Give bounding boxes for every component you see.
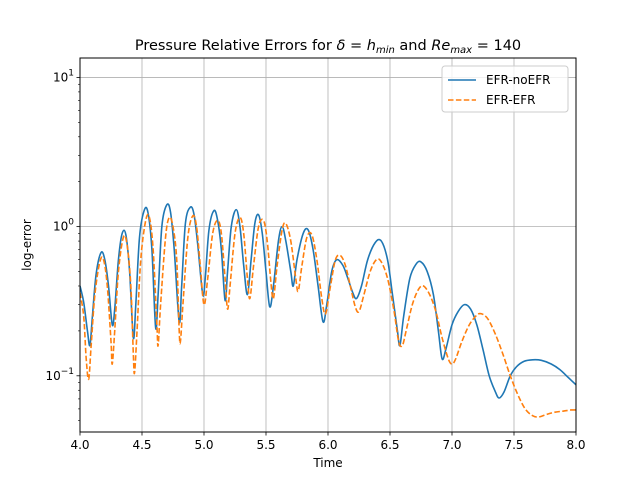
- title-re-subscript: max: [450, 45, 472, 56]
- x-tick-label: 6.0: [318, 438, 337, 452]
- x-tick-label: 4.0: [70, 438, 89, 452]
- x-tick-label: 5.5: [256, 438, 275, 452]
- x-tick-label: 5.0: [194, 438, 213, 452]
- series-line-efr-efr: [80, 213, 576, 418]
- x-tick-label: 7.5: [504, 438, 523, 452]
- legend-label: EFR-EFR: [486, 93, 536, 107]
- x-tick-label: 6.5: [380, 438, 399, 452]
- y-axis-label: log-error: [20, 219, 34, 271]
- chart-title: Pressure Relative Errors for δ = hmin an…: [135, 38, 521, 56]
- title-re: Re: [431, 38, 450, 54]
- y-tick-base: 10: [53, 70, 68, 84]
- legend-label: EFR-noEFR: [486, 73, 550, 87]
- x-tick-label: 8.0: [566, 438, 585, 452]
- title-equals-1: =: [345, 38, 366, 54]
- y-tick-label: 10−1: [45, 367, 74, 383]
- series-line-efr-noefr: [80, 203, 576, 399]
- y-tick-exponent: −1: [61, 367, 74, 377]
- title-delta: δ: [337, 38, 346, 54]
- title-prefix: Pressure Relative Errors for: [135, 38, 337, 54]
- plot-series: [80, 203, 576, 418]
- y-tick-label: 100: [53, 218, 74, 234]
- y-tick-exponent: 0: [68, 218, 74, 228]
- title-equals-2: =: [472, 38, 493, 54]
- y-tick-base: 10: [53, 220, 68, 234]
- x-axis-label: Time: [312, 456, 342, 470]
- title-h: h: [367, 38, 376, 54]
- legend: EFR-noEFR EFR-EFR: [441, 65, 569, 113]
- x-tick-label: 4.5: [132, 438, 151, 452]
- title-value: 140: [493, 38, 521, 54]
- y-tick-exponent: 1: [68, 68, 74, 78]
- y-tick-label: 101: [53, 68, 74, 84]
- x-tick-label: 7.0: [442, 438, 461, 452]
- y-tick-base: 10: [45, 369, 60, 383]
- title-and: and: [395, 38, 432, 54]
- x-axis-ticks: 4.0 4.5 5.0 5.5 6.0 6.5 7.0 7.5 8.0: [70, 432, 586, 452]
- title-h-subscript: min: [376, 45, 395, 56]
